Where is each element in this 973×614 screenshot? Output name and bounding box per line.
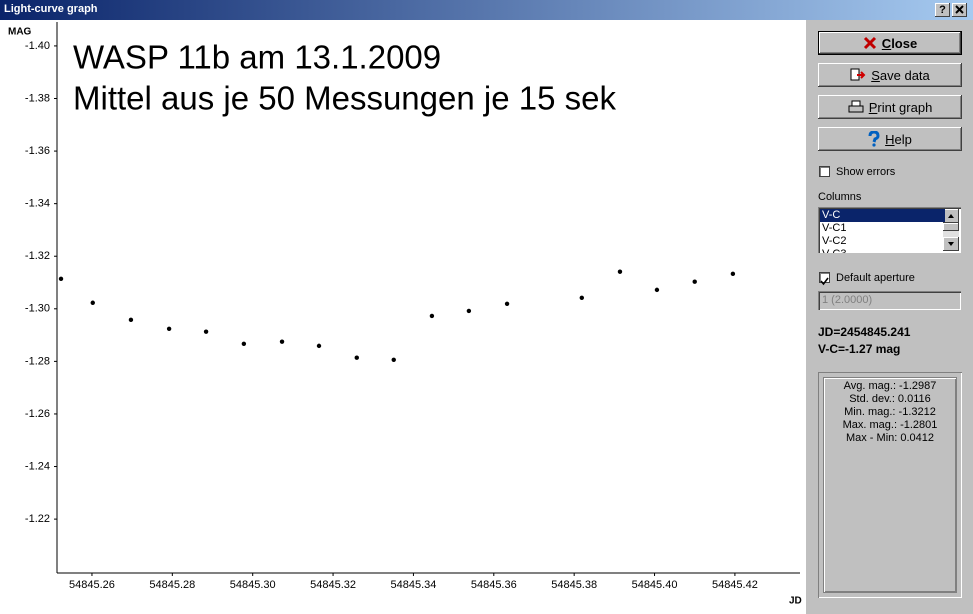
y-tick-label: -1.30 xyxy=(25,303,50,315)
columns-label: Columns xyxy=(818,191,862,203)
data-point xyxy=(279,339,285,344)
data-point xyxy=(730,271,736,277)
scroll-thumb[interactable] xyxy=(943,223,959,231)
y-tick-label: -1.38 xyxy=(25,92,50,104)
data-point xyxy=(692,279,697,284)
save-icon xyxy=(850,68,866,81)
y-tick-label: -1.34 xyxy=(25,198,50,210)
button-label: Print graph xyxy=(868,99,933,115)
y-tick-label: -1.24 xyxy=(25,460,50,472)
data-point xyxy=(391,357,396,363)
x-axis-label: JD xyxy=(789,596,802,607)
save-data-button[interactable]: Save data xyxy=(818,63,962,87)
close-icon xyxy=(955,5,964,14)
data-point xyxy=(316,343,322,349)
list-item[interactable]: V-C2 xyxy=(822,235,847,247)
data-point xyxy=(128,317,134,323)
stat-line: Avg. mag.: -1.2987 xyxy=(843,380,937,392)
data-point xyxy=(90,300,95,305)
y-tick-label: -1.28 xyxy=(25,355,50,367)
x-tick-label: 54845.40 xyxy=(632,579,678,591)
stats-box: Avg. mag.: -1.2987 Std. dev.: 0.0116 Min. … xyxy=(824,378,956,592)
list-item[interactable]: V-C xyxy=(820,209,945,222)
x-tick-label: 54845.38 xyxy=(551,579,597,591)
data-point xyxy=(166,326,172,331)
data-point xyxy=(654,287,660,293)
checkbox-label: Default aperture xyxy=(836,272,915,284)
close-button[interactable]: Close xyxy=(818,31,962,55)
close-window-button[interactable] xyxy=(952,3,967,17)
vc-info: V-C=-1.27 mag xyxy=(818,342,901,356)
y-axis-label: MAG xyxy=(8,27,32,38)
y-tick-label: -1.40 xyxy=(25,40,50,52)
stat-line: Max. mag.: -1.2801 xyxy=(842,419,938,431)
data-point xyxy=(241,341,247,346)
close-icon xyxy=(863,36,876,50)
select-value: 1 (2.0000) xyxy=(822,294,873,306)
button-label: Save data xyxy=(871,67,930,83)
list-item[interactable]: V-C1 xyxy=(822,222,847,234)
data-point xyxy=(429,313,435,319)
stat-line: Max - Min: 0.0412 xyxy=(845,432,935,444)
x-tick-label: 54845.30 xyxy=(230,579,276,591)
chart-title: WASP 11b am 13.1.2009 xyxy=(73,39,441,76)
button-label: Close xyxy=(881,35,918,51)
x-tick-label: 54845.26 xyxy=(69,579,115,591)
aperture-select: 1 (2.0000) xyxy=(818,291,961,310)
data-point xyxy=(617,269,623,274)
x-tick-label: 54845.28 xyxy=(149,579,195,591)
window-title: Light-curve graph xyxy=(4,3,98,15)
scroll-down[interactable] xyxy=(943,237,959,251)
x-tick-label: 54845.36 xyxy=(471,579,517,591)
stats-panel: Avg. mag.: -1.2987 Std. dev.: 0.0116 Min. … xyxy=(818,372,962,598)
x-tick-label: 54845.34 xyxy=(390,579,436,591)
chart: WASP 11b am 13.1.2009 Mittel aus je 50 M… xyxy=(0,20,806,614)
data-point xyxy=(466,308,472,314)
help-icon xyxy=(868,131,880,147)
stat-line: Min. mag.: -1.3212 xyxy=(844,406,936,418)
y-tick-label: -1.22 xyxy=(25,513,50,525)
checkbox-label: Show errors xyxy=(836,166,896,178)
data-point xyxy=(58,276,64,282)
x-tick-label: 54845.42 xyxy=(712,579,758,591)
help-button[interactable]: ? xyxy=(935,3,950,17)
help-button[interactable]: Help xyxy=(818,127,962,151)
y-tick-label: -1.26 xyxy=(25,408,50,420)
show-errors-checkbox[interactable] xyxy=(819,166,830,177)
scrollbar[interactable] xyxy=(943,209,959,251)
y-tick-label: -1.36 xyxy=(25,145,50,157)
stat-line: Std. dev.: 0.0116 xyxy=(849,393,931,405)
data-point xyxy=(504,301,510,307)
button-label: Help xyxy=(885,131,912,147)
print-graph-button[interactable]: Print graph xyxy=(818,95,962,119)
chart-subtitle: Mittel aus je 50 Messungen je 15 sek xyxy=(73,80,616,117)
y-tick-label: -1.32 xyxy=(25,250,50,262)
print-icon xyxy=(848,100,864,113)
data-point xyxy=(203,329,209,334)
default-aperture-checkbox[interactable] xyxy=(819,272,830,286)
list-item[interactable]: V-C3 xyxy=(820,248,945,253)
data-point xyxy=(579,295,585,300)
scroll-up[interactable] xyxy=(943,209,959,223)
data-point xyxy=(354,355,359,360)
jd-info: JD=2454845.241 xyxy=(818,325,911,339)
title-bar: Light-curve graph ? xyxy=(0,0,973,20)
x-tick-label: 54845.32 xyxy=(310,579,356,591)
columns-list[interactable]: V-CV-C1V-C2V-C3 xyxy=(818,207,961,253)
check-mark xyxy=(820,277,829,286)
